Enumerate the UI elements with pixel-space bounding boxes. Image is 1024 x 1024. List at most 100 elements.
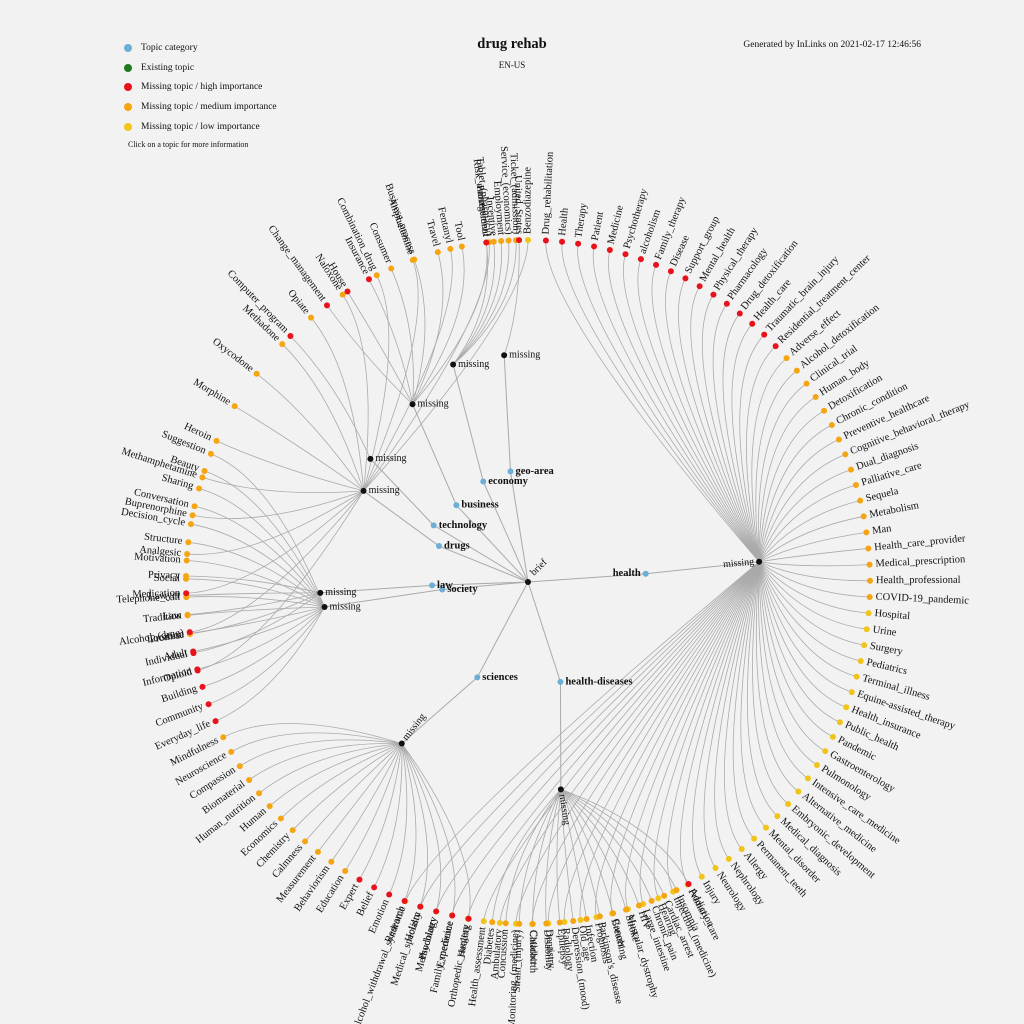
topic-label[interactable]: Medication — [132, 588, 181, 601]
topic-label[interactable]: Urine — [872, 624, 898, 638]
topic-node-icon[interactable] — [583, 915, 590, 922]
topic-node-icon[interactable] — [342, 868, 349, 875]
topic-node-icon[interactable] — [356, 876, 363, 883]
root-node-icon[interactable] — [525, 579, 531, 585]
topic-node-icon[interactable] — [812, 393, 819, 400]
topic-label[interactable]: Dentistry — [543, 929, 556, 969]
topic-label[interactable]: Disability — [541, 929, 554, 972]
topic-node-icon[interactable] — [196, 485, 203, 492]
topic-node-icon[interactable] — [667, 268, 674, 275]
topic-node-icon[interactable] — [738, 846, 745, 853]
topic-label[interactable]: Radiology — [560, 927, 576, 972]
topic-node-icon[interactable] — [751, 835, 758, 842]
topic-label[interactable]: Patient — [590, 211, 606, 242]
topic-node-icon[interactable] — [199, 683, 206, 690]
topic-node-icon[interactable] — [561, 919, 568, 926]
topic-node-icon[interactable] — [266, 803, 273, 810]
topic-node-icon[interactable] — [774, 813, 781, 820]
topic-label[interactable]: Ticket_(admission) — [508, 153, 522, 235]
topic-label[interactable]: Opiate — [285, 288, 311, 317]
topic-node-icon[interactable] — [525, 237, 531, 243]
topic-label[interactable]: Epilepsy — [555, 928, 569, 966]
topic-node-icon[interactable] — [710, 291, 717, 298]
topic-node-icon[interactable] — [785, 801, 792, 808]
category-node-icon[interactable] — [642, 570, 649, 577]
topic-label[interactable]: Old_age — [576, 925, 592, 962]
topic-label[interactable]: Health_professional — [876, 575, 961, 586]
topic-label[interactable]: Benzodiazepine — [522, 167, 533, 234]
topic-node-icon[interactable] — [212, 718, 219, 725]
topic-node-icon[interactable] — [183, 557, 190, 564]
topic-node-icon[interactable] — [344, 288, 351, 295]
topic-node-icon[interactable] — [371, 884, 378, 891]
topic-label[interactable]: Strain_(injury) — [512, 929, 525, 992]
topic-node-icon[interactable] — [852, 481, 859, 488]
topic-node-icon[interactable] — [860, 513, 867, 520]
category-node-icon[interactable] — [474, 674, 481, 681]
category-label[interactable]: business — [461, 500, 498, 511]
topic-node-icon[interactable] — [480, 918, 487, 925]
topic-label[interactable]: Oxycodone — [210, 336, 255, 374]
category-node-icon[interactable] — [430, 522, 437, 529]
topic-node-icon[interactable] — [653, 261, 660, 268]
topic-label[interactable]: Promise — [149, 629, 185, 645]
category-node-icon[interactable] — [429, 582, 436, 589]
topic-node-icon[interactable] — [803, 380, 810, 387]
topic-node-icon[interactable] — [577, 916, 584, 923]
topic-node-icon[interactable] — [185, 539, 192, 546]
topic-label[interactable]: Opioid — [162, 666, 194, 684]
topic-node-icon[interactable] — [836, 719, 843, 726]
topic-node-icon[interactable] — [762, 824, 769, 831]
topic-label[interactable]: Belief — [355, 890, 377, 918]
topic-node-icon[interactable] — [712, 865, 719, 872]
missing-node-icon[interactable] — [398, 740, 405, 747]
topic-node-icon[interactable] — [749, 320, 756, 327]
missing-node-icon[interactable] — [317, 589, 324, 596]
topic-node-icon[interactable] — [386, 891, 393, 898]
topic-node-icon[interactable] — [465, 915, 472, 922]
topic-node-icon[interactable] — [542, 237, 549, 244]
topic-node-icon[interactable] — [213, 437, 220, 444]
topic-node-icon[interactable] — [496, 919, 503, 926]
topic-node-icon[interactable] — [434, 249, 441, 256]
topic-node-icon[interactable] — [194, 667, 201, 674]
category-label[interactable]: health-diseases — [565, 676, 632, 687]
topic-label[interactable]: Monitoring_(medicine) — [507, 929, 521, 1024]
topic-node-icon[interactable] — [842, 451, 849, 458]
category-label[interactable]: health — [613, 568, 641, 579]
missing-node-icon[interactable] — [321, 603, 328, 610]
topic-label[interactable]: Childbirth — [527, 930, 539, 974]
topic-node-icon[interactable] — [698, 873, 705, 880]
topic-node-icon[interactable] — [848, 689, 855, 696]
topic-node-icon[interactable] — [189, 512, 196, 519]
topic-node-icon[interactable] — [236, 763, 243, 770]
topic-node-icon[interactable] — [228, 748, 235, 755]
topic-node-icon[interactable] — [323, 302, 330, 309]
topic-node-icon[interactable] — [866, 577, 873, 584]
topic-node-icon[interactable] — [847, 466, 854, 473]
topic-node-icon[interactable] — [696, 283, 703, 290]
topic-node-icon[interactable] — [655, 895, 662, 902]
topic-node-icon[interactable] — [417, 903, 424, 910]
topic-node-icon[interactable] — [736, 310, 743, 317]
topic-label[interactable]: Motivation — [134, 552, 182, 566]
topic-label[interactable]: Experience — [435, 920, 456, 969]
topic-node-icon[interactable] — [772, 343, 779, 350]
topic-node-icon[interactable] — [591, 243, 598, 250]
topic-node-icon[interactable] — [220, 734, 227, 741]
topic-label[interactable]: Man — [872, 523, 893, 537]
topic-node-icon[interactable] — [433, 908, 440, 915]
topic-node-icon[interactable] — [279, 341, 286, 348]
category-node-icon[interactable] — [480, 478, 487, 485]
topic-label[interactable]: Health_care_provider — [874, 533, 967, 553]
topic-node-icon[interactable] — [328, 858, 335, 865]
topic-node-icon[interactable] — [622, 251, 629, 258]
topic-node-icon[interactable] — [183, 590, 190, 597]
topic-node-icon[interactable] — [401, 897, 408, 904]
topic-node-icon[interactable] — [231, 403, 238, 410]
topic-node-icon[interactable] — [623, 906, 630, 913]
topic-label[interactable]: COVID-19_pandemic — [875, 592, 969, 607]
topic-node-icon[interactable] — [635, 902, 642, 909]
topic-node-icon[interactable] — [253, 370, 260, 377]
topic-node-icon[interactable] — [853, 673, 860, 680]
